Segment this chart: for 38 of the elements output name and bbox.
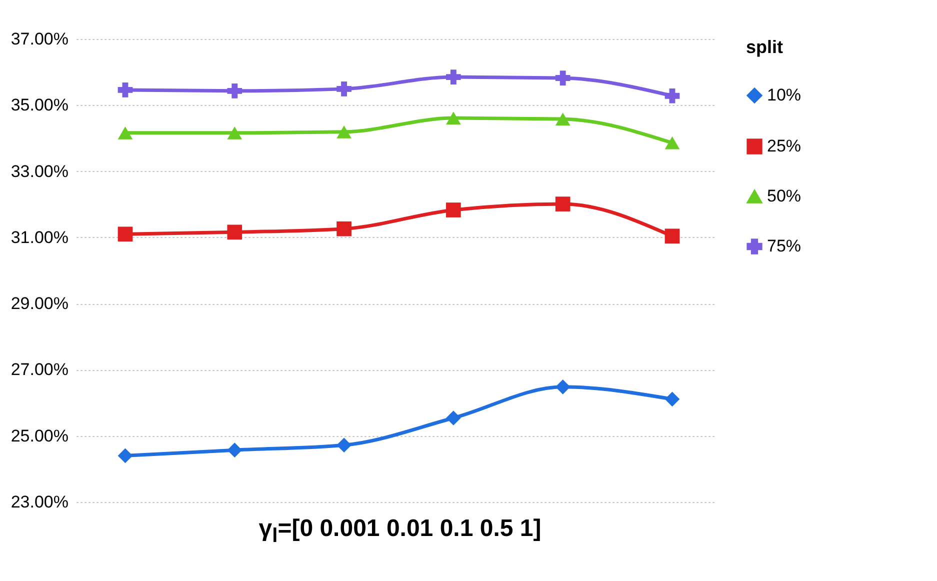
- legend-label: 75%: [767, 236, 802, 256]
- point: [446, 112, 461, 124]
- point: [227, 84, 242, 98]
- point: [118, 82, 133, 98]
- point: [664, 136, 680, 150]
- point: [555, 112, 570, 126]
- legend-label: 25%: [767, 136, 802, 156]
- y-tick-label: 33.00%: [10, 162, 68, 181]
- point: [227, 224, 242, 240]
- point: [446, 70, 461, 84]
- point: [664, 392, 680, 407]
- y-tick-label: 25.00%: [10, 426, 68, 446]
- point: [336, 438, 352, 453]
- point: [446, 410, 461, 426]
- point: [664, 88, 680, 104]
- point: [227, 442, 242, 458]
- y-tick-label: 31.00%: [10, 228, 68, 247]
- y-tick-label: 27.00%: [10, 360, 68, 380]
- y-tick-label: 35.00%: [10, 96, 68, 115]
- point: [227, 126, 242, 140]
- point: [446, 202, 461, 218]
- point: [118, 448, 133, 464]
- point: [336, 82, 352, 96]
- legend-title: split: [746, 37, 784, 57]
- y-tick-label: 37.00%: [10, 30, 68, 48]
- y-tick-label: 23.00%: [10, 492, 68, 512]
- point: [336, 126, 352, 138]
- point: [555, 196, 570, 212]
- point: [118, 226, 133, 242]
- point: [555, 70, 570, 86]
- y-tick-label: 29.00%: [10, 294, 68, 314]
- legend-label: 10%: [767, 86, 802, 104]
- point: [336, 221, 352, 236]
- point: [664, 228, 680, 244]
- point: [555, 379, 570, 394]
- legend-label: 50%: [767, 186, 802, 206]
- x-axis-title: γ$_{l}$=[0 0.001 0.01 0.1 0.5 1]: [258, 515, 542, 548]
- point: [118, 126, 133, 140]
